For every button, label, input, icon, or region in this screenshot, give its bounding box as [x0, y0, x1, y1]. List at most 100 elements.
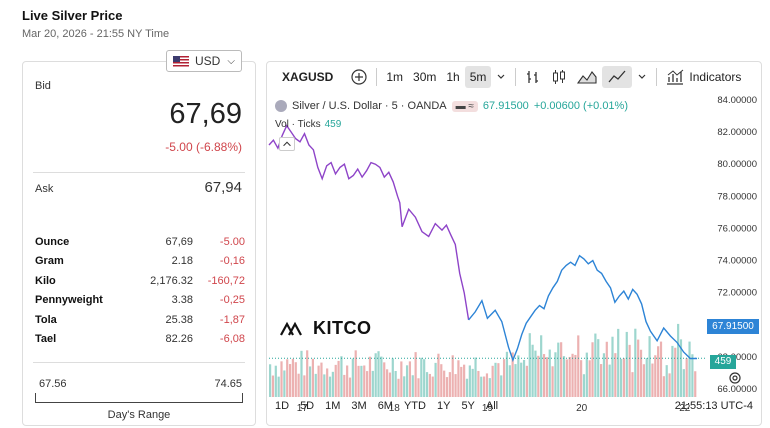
- unit-row-kilo: Kilo 2,176.32 -160,72: [35, 271, 245, 291]
- volume-bar: [311, 358, 314, 397]
- volume-bar: [385, 369, 389, 397]
- volume-bar: [502, 359, 506, 397]
- volume-bar: [637, 339, 640, 397]
- volume-bar: [599, 364, 603, 397]
- volume-bar: [622, 358, 626, 397]
- volume-bar: [617, 328, 620, 397]
- unit-price: 67,69: [165, 235, 193, 248]
- volume-bar: [320, 362, 323, 397]
- range-1d[interactable]: 1D: [275, 400, 290, 412]
- kitco-logo-icon: [280, 321, 302, 336]
- interval-1m[interactable]: 1m: [386, 70, 404, 84]
- candle-style-button[interactable]: [546, 66, 572, 88]
- range-3m[interactable]: 3M: [351, 400, 367, 412]
- volume-bar: [334, 364, 337, 397]
- divider: [656, 68, 658, 86]
- volume-bar: [360, 365, 363, 397]
- volume-bar: [505, 351, 509, 397]
- interval-30m[interactable]: 30m: [413, 70, 437, 84]
- volume-bar: [668, 373, 671, 397]
- volume-bar: [308, 366, 312, 397]
- volume-bar: [414, 352, 417, 397]
- indicators-button[interactable]: Indicators: [661, 66, 746, 88]
- volume-bar: [391, 358, 394, 397]
- x-tick-label: 19: [482, 403, 494, 414]
- kitco-logo: KITCO: [279, 318, 372, 339]
- volume-bar: [340, 356, 343, 397]
- line-chart-icon: [608, 70, 626, 83]
- volume-bar: [300, 350, 303, 397]
- volume-bar: [619, 358, 623, 397]
- area-style-button[interactable]: [572, 66, 602, 88]
- volume-bar: [431, 376, 434, 397]
- volume-bar: [354, 350, 357, 397]
- range-5d[interactable]: 5D: [300, 400, 315, 412]
- series-line-purple: [268, 124, 470, 321]
- volume-bar: [283, 370, 286, 397]
- volume-bar: [571, 353, 574, 397]
- unit-name: Kilo: [35, 274, 56, 287]
- volume-bar: [286, 359, 289, 397]
- volume-bar: [454, 374, 457, 397]
- interval-5m[interactable]: 5m: [464, 66, 492, 88]
- volume-bar: [397, 378, 400, 397]
- range-5y[interactable]: 5Y: [461, 400, 475, 412]
- volume-bar: [682, 369, 685, 397]
- divider: [33, 362, 245, 363]
- volume-bar: [346, 365, 349, 397]
- volume-bar: [488, 378, 491, 397]
- volume-bar: [460, 366, 463, 397]
- range-all[interactable]: All: [485, 400, 499, 412]
- volume-bar: [457, 360, 460, 397]
- range-6m[interactable]: 6M: [377, 400, 393, 412]
- volume-bar: [517, 355, 520, 397]
- volume-bar: [474, 357, 477, 397]
- volume-bar: [423, 359, 426, 397]
- symbol-search[interactable]: XAGUSD: [282, 70, 334, 84]
- currency-select[interactable]: USD ⌵: [166, 50, 242, 72]
- volume-bar: [662, 376, 665, 397]
- volume-bar: [494, 362, 497, 397]
- range-ytd[interactable]: YTD: [403, 400, 426, 412]
- volume-bar: [597, 339, 600, 397]
- volume-bar: [500, 375, 503, 397]
- range-1y[interactable]: 1Y: [436, 400, 451, 412]
- y-tick-label: 72.00000: [717, 288, 757, 299]
- area-chart-icon: [577, 71, 597, 84]
- collapse-icon[interactable]: [279, 137, 295, 151]
- volume-bar: [366, 371, 369, 397]
- divider: [376, 68, 378, 86]
- volume-bar: [508, 365, 511, 397]
- y-tick-label: 80.00000: [717, 159, 757, 170]
- style-dropdown[interactable]: [632, 66, 652, 88]
- volume-bar: [694, 371, 697, 397]
- volume-bar: [554, 352, 557, 397]
- volume-bar: [294, 362, 297, 397]
- bar-style-button[interactable]: [520, 66, 546, 88]
- volume-legend: Vol · Ticks 459: [275, 119, 341, 130]
- range-1m[interactable]: 1M: [325, 400, 341, 412]
- chevron-down-icon: ⌵: [227, 55, 235, 67]
- volume-bar: [557, 342, 560, 397]
- volume-bar: [351, 358, 354, 397]
- add-symbol-button[interactable]: [346, 66, 372, 88]
- unit-name: Gram: [35, 255, 64, 268]
- interval-1h[interactable]: 1h: [446, 70, 460, 84]
- us-flag-icon: [173, 55, 189, 67]
- time-readout: 21:55:13 UTC-4: [674, 400, 753, 412]
- volume-bar: [631, 372, 634, 397]
- range-low: 67.56: [39, 378, 67, 390]
- volume-bar: [388, 372, 392, 397]
- interval-dropdown[interactable]: [491, 66, 511, 88]
- volume-bar: [437, 353, 440, 397]
- volume-bar: [368, 356, 372, 397]
- line-style-button[interactable]: [602, 66, 633, 88]
- volume-bar: [445, 377, 449, 397]
- volume-bar: [577, 335, 580, 397]
- price-chart[interactable]: 84.00000 82.00000 80.00000 78.00000 76.00000…: [267, 92, 762, 426]
- x-tick-label: 20: [576, 403, 588, 414]
- volume-bar: [582, 374, 586, 397]
- settings-icon[interactable]: [728, 371, 742, 385]
- range-bar-bottom: 1D 5D 1M 3M 6M YTD 1Y 5Y All 21:55:13 UT…: [267, 395, 761, 417]
- volume-bar: [485, 373, 489, 397]
